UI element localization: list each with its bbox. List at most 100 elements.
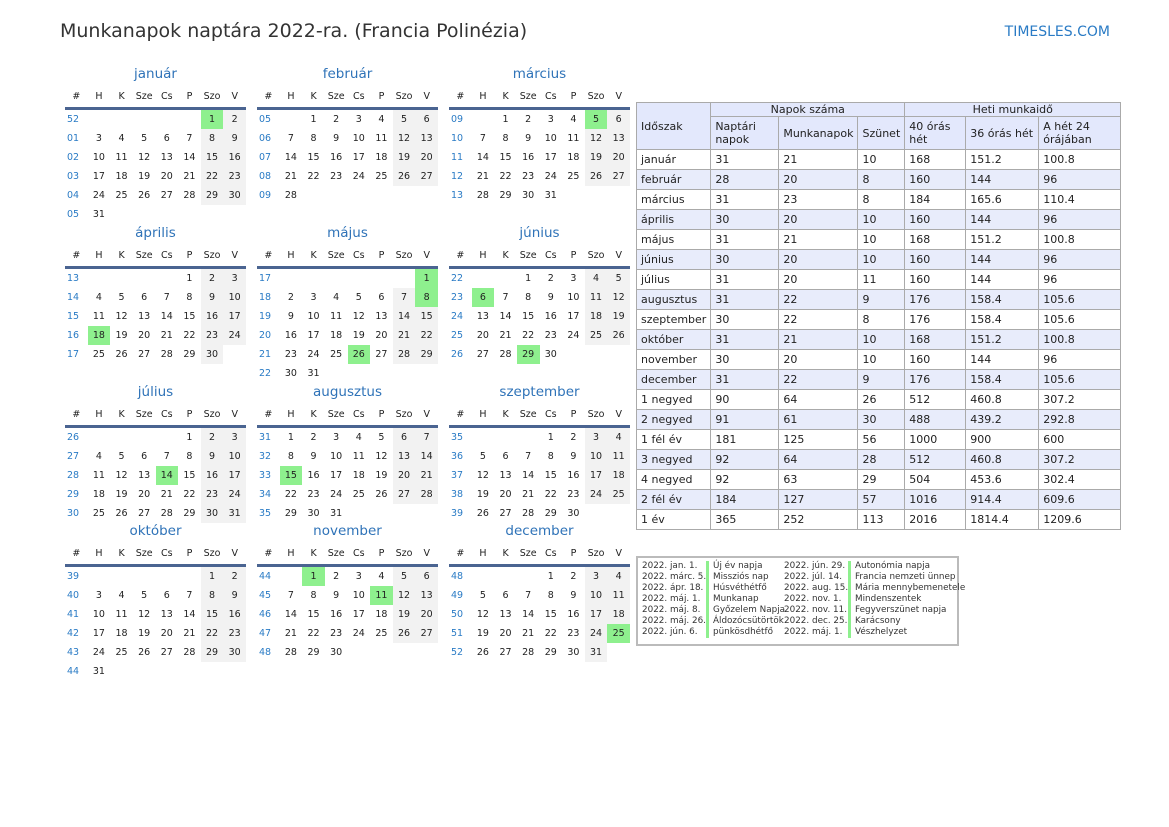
day-cell[interactable]: 5 — [378, 432, 385, 443]
day-cell[interactable]: 15 — [544, 470, 557, 481]
day-cell[interactable]: 11 — [607, 447, 630, 466]
day-cell[interactable]: 9 — [223, 586, 246, 605]
day-cell[interactable]: 8 — [525, 292, 532, 303]
day-cell[interactable]: 9 — [570, 590, 577, 601]
day-cell[interactable]: 9 — [570, 451, 577, 462]
day-cell[interactable]: 25 — [330, 349, 343, 360]
day-cell[interactable]: 25 — [92, 508, 105, 519]
day-cell[interactable]: 21 — [284, 171, 297, 182]
day-cell[interactable]: 12 — [375, 451, 388, 462]
day-cell[interactable]: 15 — [415, 307, 438, 326]
day-cell[interactable]: 17 — [584, 466, 608, 485]
day-cell[interactable]: 26 — [347, 345, 371, 364]
day-cell[interactable]: 12 — [584, 129, 608, 148]
day-cell[interactable]: 7 — [287, 590, 294, 601]
day-cell[interactable]: 7 — [479, 133, 486, 144]
day-cell[interactable]: 9 — [200, 288, 224, 307]
day-cell[interactable]: 6 — [163, 590, 170, 601]
day-cell[interactable]: 25 — [375, 628, 388, 639]
day-cell[interactable]: 5 — [141, 133, 148, 144]
day-cell[interactable]: 22 — [200, 167, 224, 186]
day-cell[interactable]: 30 — [223, 643, 246, 662]
day-cell[interactable]: 9 — [333, 590, 340, 601]
day-cell[interactable]: 15 — [200, 605, 224, 624]
day-cell[interactable]: 23 — [330, 628, 343, 639]
day-cell[interactable]: 27 — [392, 485, 416, 504]
day-cell[interactable]: 9 — [200, 447, 224, 466]
day-cell[interactable]: 3 — [355, 114, 362, 125]
day-cell[interactable]: 19 — [138, 628, 151, 639]
day-cell[interactable]: 30 — [522, 190, 535, 201]
day-cell[interactable]: 11 — [115, 152, 128, 163]
day-cell[interactable]: 29 — [200, 186, 224, 205]
day-cell[interactable]: 29 — [183, 349, 196, 360]
day-cell[interactable]: 24 — [584, 485, 608, 504]
day-cell[interactable]: 13 — [607, 129, 630, 148]
day-cell[interactable]: 31 — [307, 368, 320, 379]
day-cell[interactable]: 6 — [141, 451, 148, 462]
day-cell[interactable]: 28 — [284, 647, 297, 658]
day-cell[interactable]: 19 — [476, 628, 489, 639]
day-cell[interactable]: 11 — [607, 586, 630, 605]
day-cell[interactable]: 3 — [95, 590, 102, 601]
day-cell[interactable]: 8 — [547, 590, 554, 601]
day-cell[interactable]: 12 — [138, 152, 151, 163]
day-cell[interactable]: 23 — [330, 171, 343, 182]
day-cell[interactable]: 6 — [378, 292, 385, 303]
day-cell[interactable]: 20 — [160, 171, 173, 182]
day-cell[interactable]: 24 — [223, 326, 246, 345]
day-cell[interactable]: 31 — [223, 504, 246, 523]
day-cell[interactable]: 17 — [223, 466, 246, 485]
day-cell[interactable]: 26 — [584, 167, 608, 186]
day-cell[interactable]: 22 — [307, 628, 320, 639]
day-cell[interactable]: 2 — [200, 267, 224, 288]
day-cell[interactable]: 31 — [92, 666, 105, 677]
day-cell[interactable]: 20 — [375, 330, 388, 341]
day-cell[interactable]: 12 — [476, 470, 489, 481]
day-cell[interactable]: 22 — [415, 326, 438, 345]
day-cell[interactable]: 9 — [287, 311, 294, 322]
day-cell[interactable]: 7 — [287, 133, 294, 144]
day-cell[interactable]: 30 — [200, 345, 224, 364]
day-cell[interactable]: 30 — [200, 504, 224, 523]
day-cell[interactable]: 20 — [138, 330, 151, 341]
day-cell[interactable]: 4 — [95, 451, 102, 462]
day-cell[interactable]: 29 — [499, 190, 512, 201]
day-cell[interactable]: 4 — [333, 292, 340, 303]
day-cell[interactable]: 27 — [415, 167, 438, 186]
day-cell[interactable]: 14 — [415, 447, 438, 466]
day-cell[interactable]: 30 — [223, 186, 246, 205]
day-cell[interactable]: 11 — [584, 288, 608, 307]
day-cell[interactable]: 28 — [499, 349, 512, 360]
day-cell[interactable]: 14 — [284, 609, 297, 620]
day-cell[interactable]: 2 — [570, 571, 577, 582]
day-cell[interactable]: 15 — [499, 152, 512, 163]
day-cell[interactable]: 18 — [375, 609, 388, 620]
day-cell[interactable]: 4 — [118, 590, 125, 601]
day-cell[interactable]: 2 — [287, 292, 294, 303]
day-cell[interactable]: 25 — [607, 485, 630, 504]
day-cell[interactable]: 28 — [522, 647, 535, 658]
day-cell[interactable]: 5 — [392, 108, 416, 129]
day-cell[interactable]: 2 — [200, 426, 224, 447]
day-cell[interactable]: 19 — [584, 148, 608, 167]
day-cell[interactable]: 23 — [307, 489, 320, 500]
day-cell[interactable]: 23 — [544, 330, 557, 341]
day-cell[interactable]: 4 — [584, 267, 608, 288]
day-cell[interactable]: 26 — [115, 349, 128, 360]
day-cell[interactable]: 12 — [392, 586, 416, 605]
day-cell[interactable]: 3 — [333, 432, 340, 443]
day-cell[interactable]: 17 — [567, 311, 580, 322]
day-cell[interactable]: 11 — [370, 586, 393, 605]
day-cell[interactable]: 19 — [392, 605, 416, 624]
day-cell[interactable]: 20 — [392, 466, 416, 485]
day-cell[interactable]: 12 — [138, 609, 151, 620]
day-cell[interactable]: 4 — [570, 114, 577, 125]
day-cell[interactable]: 24 — [352, 171, 365, 182]
day-cell[interactable]: 10 — [92, 152, 105, 163]
day-cell[interactable]: 9 — [223, 129, 246, 148]
day-cell[interactable]: 28 — [392, 345, 416, 364]
day-cell[interactable]: 19 — [138, 171, 151, 182]
day-cell[interactable]: 18 — [567, 152, 580, 163]
day-cell[interactable]: 6 — [392, 426, 416, 447]
